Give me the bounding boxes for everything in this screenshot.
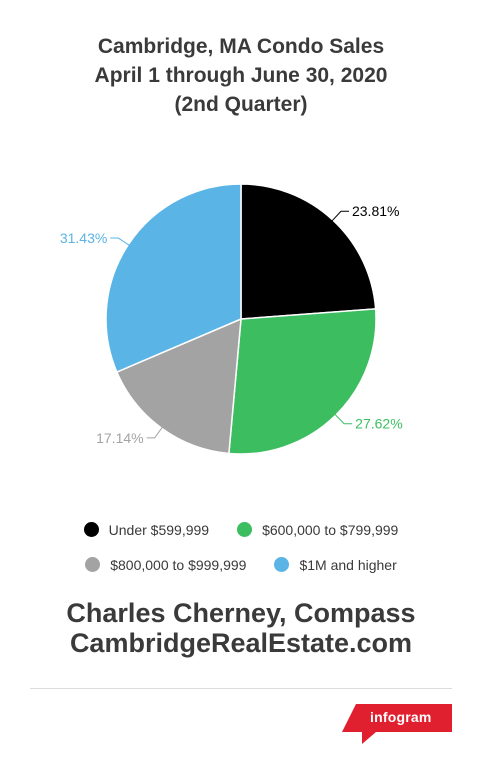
- infogram-brand-badge[interactable]: infogram: [342, 704, 452, 748]
- leader-line-600000-799999: [332, 411, 353, 425]
- chart-title-line1: Cambridge, MA Condo Sales: [97, 35, 385, 58]
- chart-title-line2: April 1 through June 30, 2020: [94, 64, 388, 87]
- footer-divider: [30, 688, 452, 689]
- pie-chart: 23.81% 27.62% 17.14% 31.43%: [60, 183, 403, 455]
- leader-line-800000-999999: [146, 424, 165, 439]
- chart-legend: Under $599,999 $600,000 to $799,999 $800…: [0, 512, 482, 582]
- legend-swatch-1m-and-higher: [274, 557, 290, 572]
- data-label-under-599999: 23.81%: [352, 203, 399, 219]
- footer-website: CambridgeRealEstate.com: [69, 628, 413, 658]
- pie-slice-600000-799999[interactable]: [228, 308, 377, 455]
- legend-swatch-600000-799999: [237, 522, 253, 537]
- legend-swatch-800000-999999: [85, 557, 101, 572]
- legend-label-under-599999: Under $599,999: [108, 521, 210, 538]
- legend-item-600000-799999[interactable]: $600,000 to $799,999: [237, 522, 398, 538]
- data-label-600000-799999: 27.62%: [355, 416, 402, 432]
- legend-label-600000-799999: $600,000 to $799,999: [262, 521, 399, 538]
- data-label-1m-and-higher: 31.43%: [60, 230, 107, 246]
- data-label-800000-999999: 17.14%: [96, 430, 143, 446]
- legend-row-2: $800,000 to $999,999 $1M and higher: [0, 547, 482, 582]
- infogram-logo-text: infogram: [370, 709, 432, 725]
- legend-item-under-599999[interactable]: Under $599,999: [83, 521, 210, 538]
- legend-label-1m-and-higher: $1M and higher: [299, 556, 397, 573]
- legend-item-1m-and-higher[interactable]: $1M and higher: [274, 556, 397, 573]
- infogram-flag-icon: [342, 704, 452, 744]
- legend-row-1: Under $599,999 $600,000 to $799,999: [0, 512, 482, 547]
- footer-author: Charles Cherney, Compass: [66, 598, 416, 628]
- legend-swatch-under-599999: [83, 522, 99, 537]
- legend-item-800000-999999[interactable]: $800,000 to $999,999: [85, 557, 246, 573]
- leader-line-under-599999: [329, 210, 349, 224]
- chart-title: Cambridge, MA Condo Sales April 1 throug…: [0, 32, 482, 119]
- leader-line-1m-and-higher: [110, 237, 132, 248]
- legend-label-800000-999999: $800,000 to $999,999: [110, 556, 247, 573]
- footer-credit: Charles Cherney, Compass CambridgeRealEs…: [0, 598, 482, 658]
- chart-title-line3: (2nd Quarter): [174, 93, 308, 116]
